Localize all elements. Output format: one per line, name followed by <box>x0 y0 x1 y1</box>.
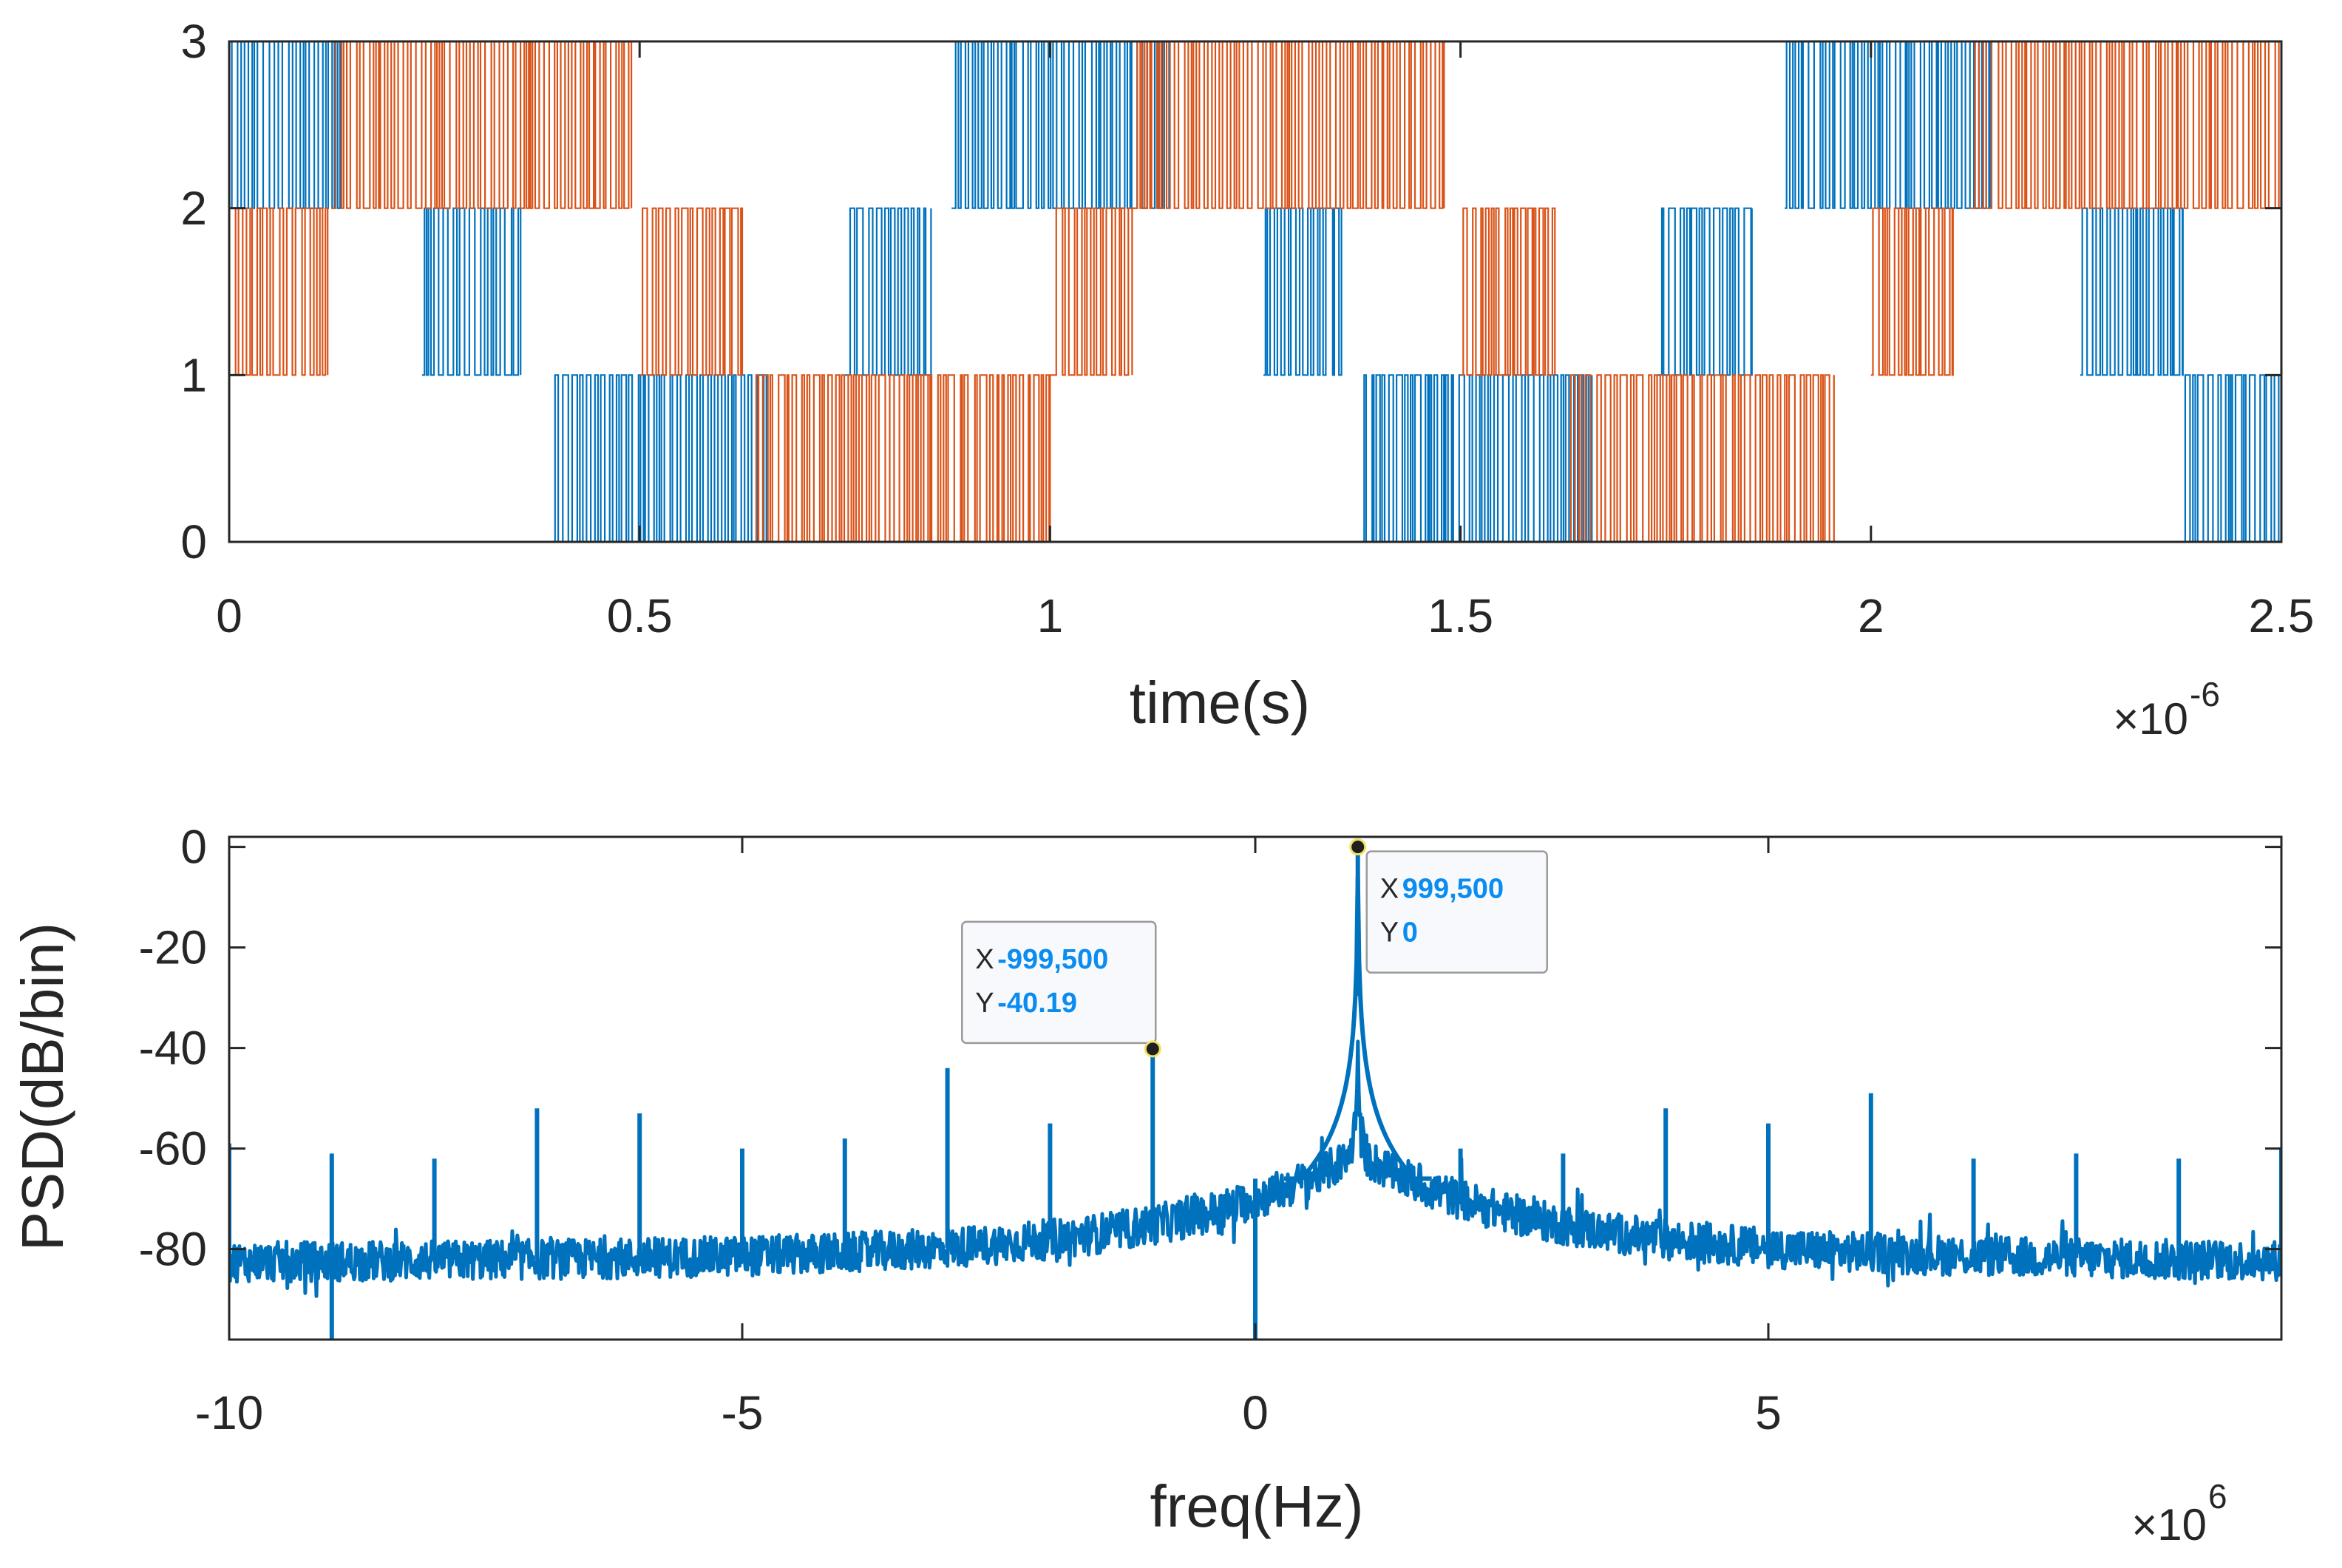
datatip-x-label: X <box>1380 874 1399 905</box>
psd-trace <box>229 846 2281 1340</box>
pwm-band-2-6 <box>1132 41 1445 209</box>
y-tick-label: 2 <box>180 182 207 235</box>
x-tick-label: 1 <box>1037 589 1064 642</box>
pwm-band-1-5 <box>951 41 1170 209</box>
y-axis-label-psd: PSD(dB/bin) <box>10 923 75 1252</box>
pwm-waveforms <box>229 41 2281 542</box>
datatip-marker[interactable] <box>1349 838 1367 856</box>
y-tick-label: 1 <box>180 348 207 401</box>
x-multiplier-time: ×10 <box>2113 694 2188 744</box>
y-tick-label: 0 <box>180 821 207 874</box>
x-multiplier-exponent-time: -6 <box>2190 675 2220 713</box>
pwm-band-2-1 <box>229 207 329 376</box>
x-ticks-psd: -10 -5 0 5 <box>195 837 1782 1439</box>
pwm-band-2-7 <box>1460 207 1556 376</box>
pwm-band-2-3 <box>639 207 744 376</box>
pwm-band-1-4 <box>844 207 932 376</box>
datatip-y-value: -40.19 <box>997 988 1077 1019</box>
x-tick-label: -10 <box>195 1386 264 1439</box>
x-axis-label-psd: freq(Hz) <box>1150 1473 1364 1539</box>
x-tick-label: 0 <box>216 589 242 642</box>
pwm-band-1-11 <box>2182 374 2281 542</box>
datatip-x-label: X <box>975 944 994 975</box>
time-domain-plot: 0 0.5 1 1.5 2 2.5 0 1 2 3 time(s) ×10 -6 <box>180 15 2314 744</box>
datatip-y-label: Y <box>975 988 994 1019</box>
datatip-box <box>1365 850 1548 974</box>
y-ticks-time: 0 1 2 3 <box>180 15 2281 569</box>
pwm-band-1-10 <box>2080 207 2184 376</box>
datatip-x-value: 999,500 <box>1402 874 1504 905</box>
pwm-band-1-9 <box>1785 41 1991 209</box>
datatip-box <box>961 920 1157 1045</box>
x-tick-label: 0.5 <box>607 589 673 642</box>
datatip-y-label: Y <box>1380 917 1399 948</box>
y-tick-label: -20 <box>139 921 208 974</box>
y-tick-label: -80 <box>139 1223 208 1276</box>
x-tick-label: 5 <box>1755 1386 1782 1439</box>
datatip-marker[interactable] <box>1144 1040 1161 1058</box>
axes-box-time <box>228 40 2283 543</box>
psd-plot: -10 -5 0 5 0 -20 -40 -60 -80 freq(Hz) PSD(dB/bi… <box>10 821 2283 1550</box>
pwm-band-2-9 <box>1870 207 1954 376</box>
y-ticks-psd: 0 -20 -40 -60 -80 <box>139 821 2281 1276</box>
y-tick-label: 3 <box>180 15 207 68</box>
x-ticks-time: 0 0.5 1 1.5 2 2.5 <box>216 41 2314 642</box>
pwm-band-2-10 <box>1969 41 2281 209</box>
x-tick-label: 2 <box>1858 589 1884 642</box>
pwm-band-2-2 <box>331 41 633 209</box>
datatip-x-value: -999,500 <box>997 944 1108 975</box>
pwm-band-2-8 <box>1567 374 1835 542</box>
x-multiplier-exponent-psd: 6 <box>2208 1477 2227 1516</box>
pwm-band-2-5 <box>1050 207 1133 376</box>
y-tick-label: -40 <box>139 1022 208 1075</box>
x-tick-label: 0 <box>1242 1386 1269 1439</box>
y-tick-label: -60 <box>139 1122 208 1175</box>
x-tick-label: -5 <box>722 1386 764 1439</box>
y-tick-label: 0 <box>180 515 207 569</box>
x-axis-label-time: time(s) <box>1130 670 1310 736</box>
x-tick-label: 2.5 <box>2249 589 2315 642</box>
datatip-y-value: 0 <box>1402 917 1418 948</box>
x-tick-label: 1.5 <box>1428 589 1493 642</box>
x-multiplier-psd: ×10 <box>2131 1500 2207 1550</box>
pwm-band-2-4 <box>754 374 1051 542</box>
